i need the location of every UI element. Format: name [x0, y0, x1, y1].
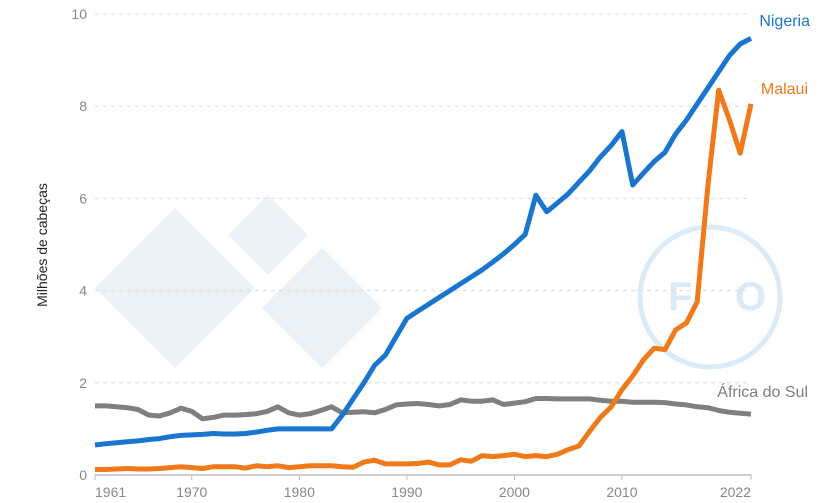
series-line-nigeria [94, 36, 753, 448]
x-tick-label: 1980 [284, 484, 315, 500]
333-watermark-logo [95, 195, 382, 368]
x-tick-label: 1961 [95, 484, 126, 500]
y-tick-label: 8 [79, 98, 87, 114]
y-tick-label: 10 [71, 6, 87, 22]
x-tick-label: 1990 [391, 484, 422, 500]
series-label: Nigeria [759, 13, 810, 30]
series-label: Malaui [761, 81, 808, 98]
series-line-malaui [95, 87, 754, 472]
y-tick-label: 6 [79, 190, 87, 206]
x-tick-label: 2022 [720, 484, 751, 500]
svg-text:O: O [735, 275, 766, 319]
fao-watermark-logo: F O [637, 224, 783, 370]
y-tick-label: 2 [79, 375, 87, 391]
svg-text:F: F [668, 275, 692, 319]
x-tick-label: 2010 [606, 484, 637, 500]
y-tick-label: 0 [79, 467, 87, 483]
series-line--frica-do-sul [95, 396, 752, 422]
y-axis-label: Milhões de cabeças [34, 183, 50, 307]
x-tick-label: 2000 [499, 484, 530, 500]
x-tick-label: 1970 [176, 484, 207, 500]
series-label: África do Sul [717, 382, 808, 401]
y-tick-label: 4 [79, 283, 87, 299]
